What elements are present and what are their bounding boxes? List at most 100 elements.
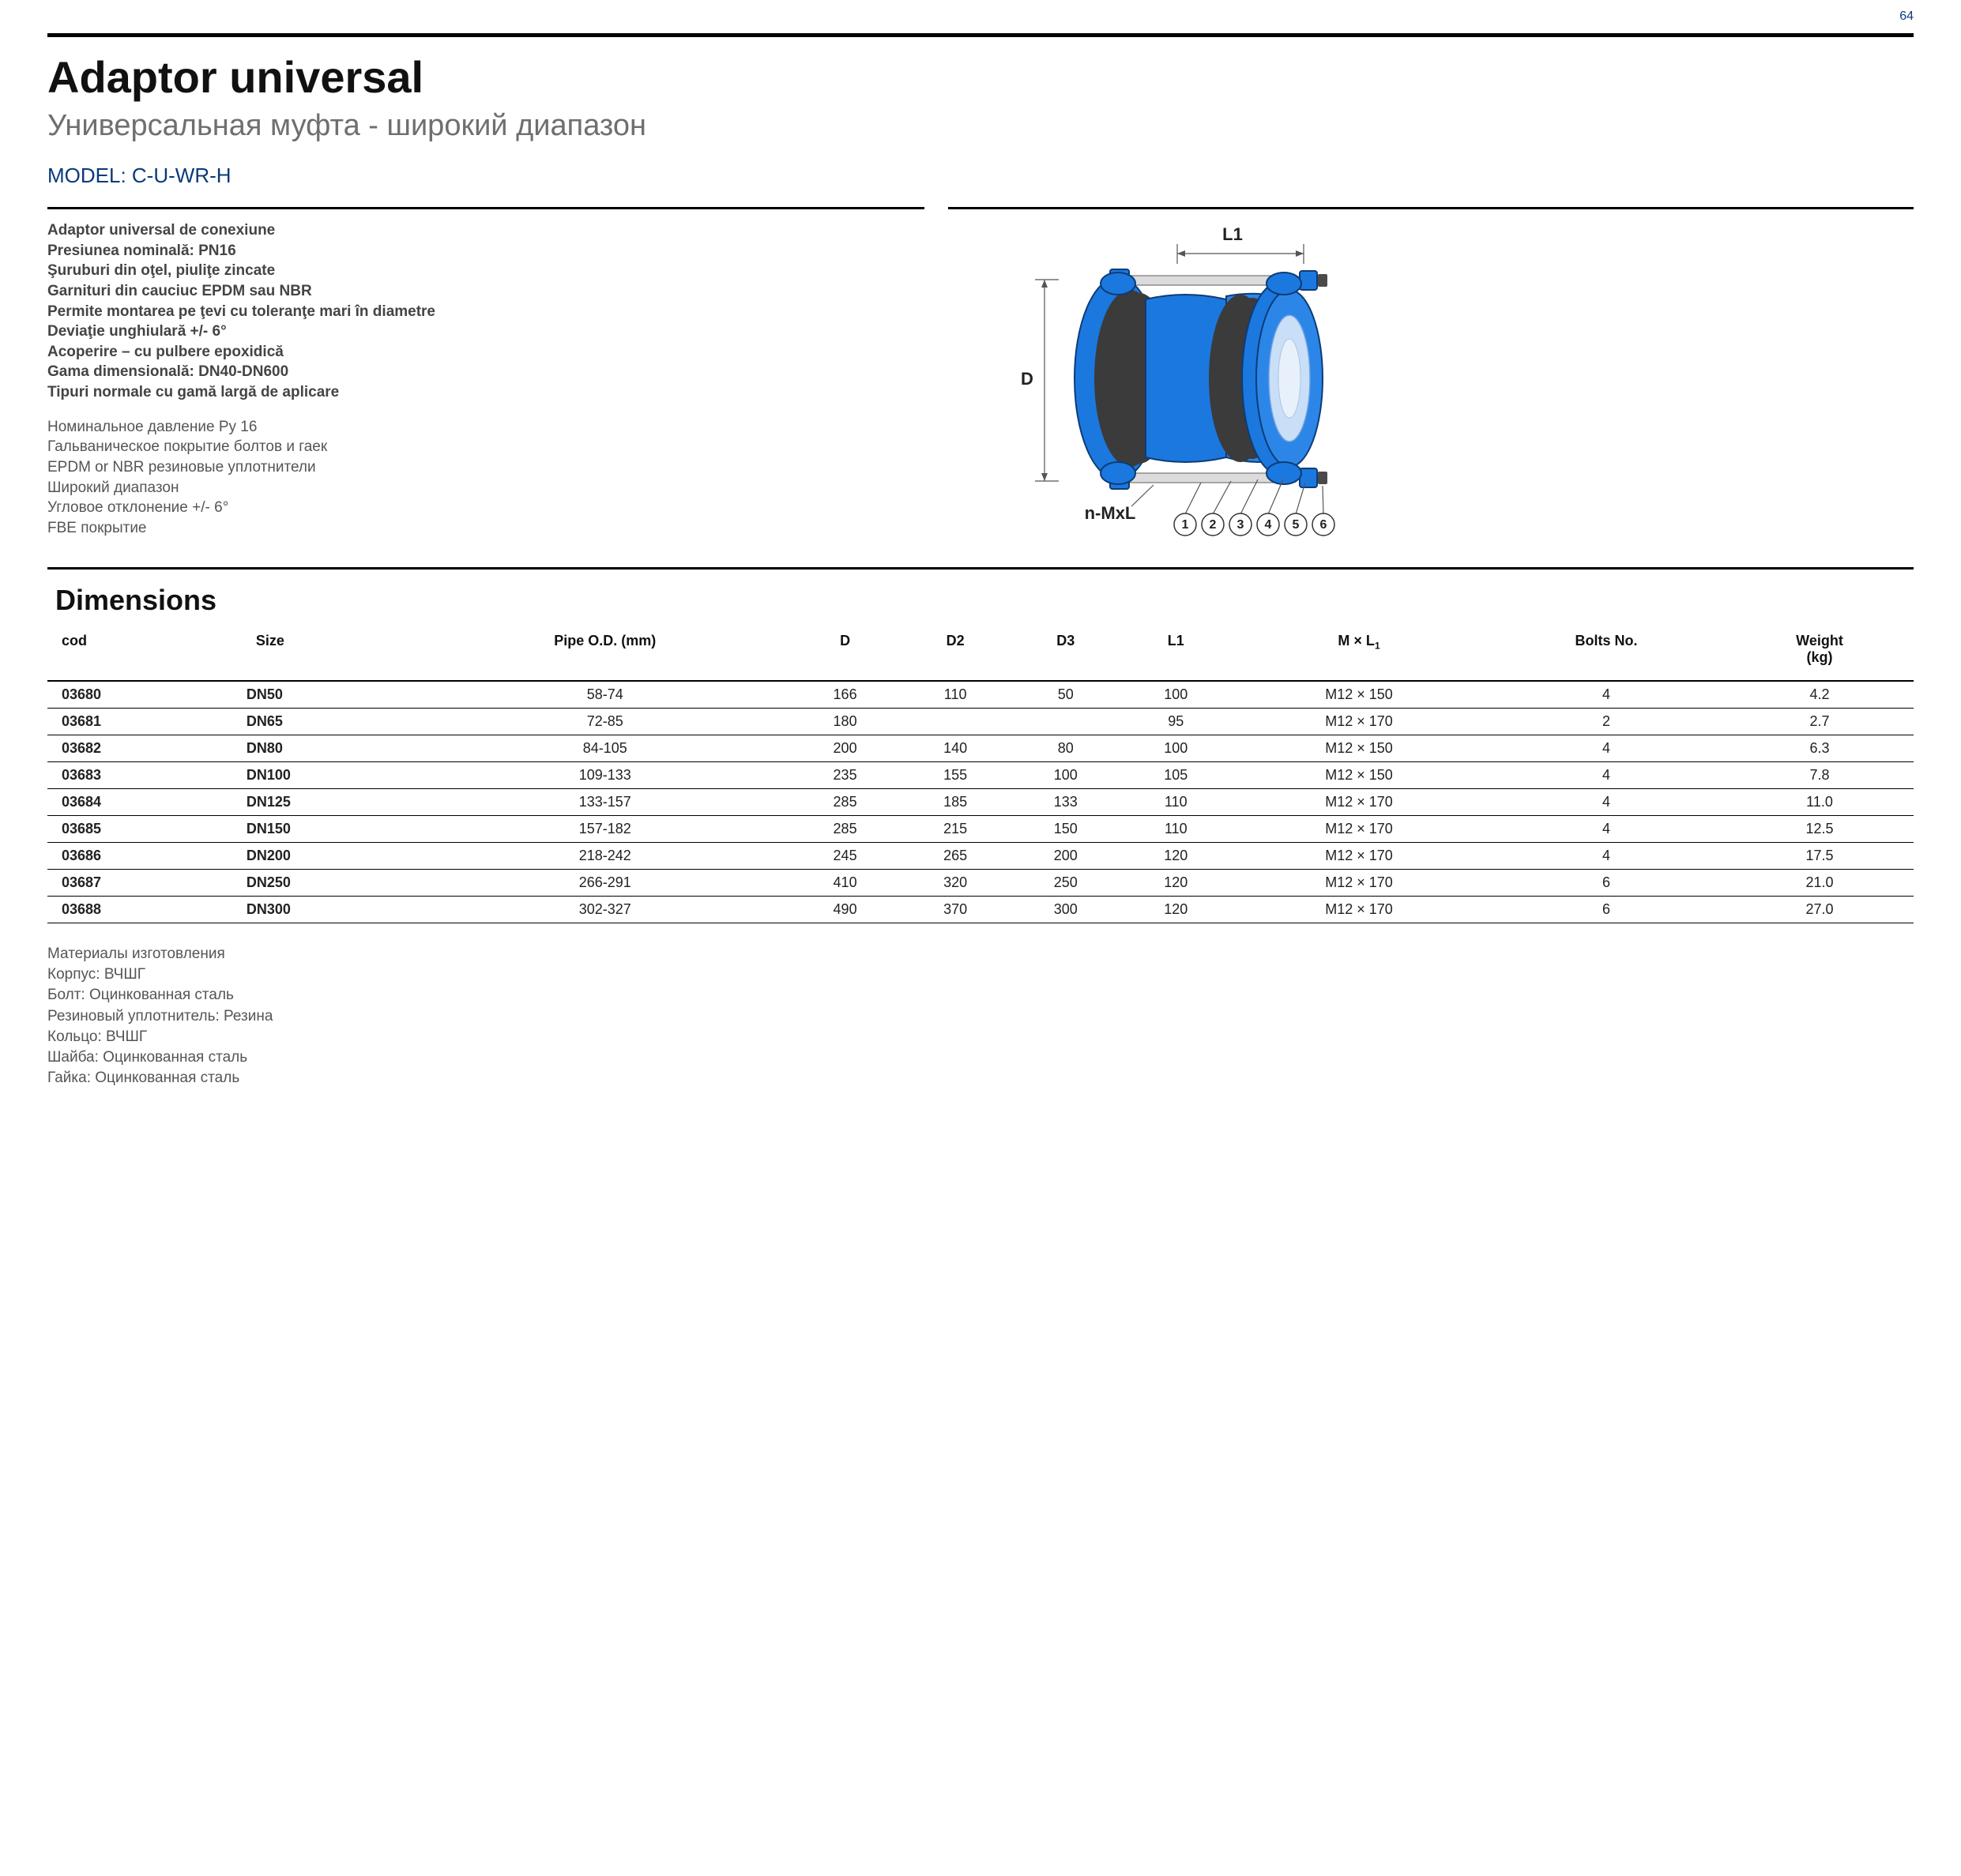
spec-plain-line: FBE покрытие [47,518,924,539]
spec-bold-line: Presiunea nominală: PN16 [47,241,924,261]
table-header: L1 [1121,625,1232,681]
callout-4: 4 [1257,513,1279,536]
table-header: Pipe O.D. (mm) [420,625,790,681]
spec-bold-line: Şuruburi din oţel, piuliţe zincate [47,261,924,281]
table-cell: 285 [790,789,901,816]
spec-plain-line: Угловое отклонение +/- 6° [47,498,924,518]
table-cell: M12 × 150 [1231,681,1487,709]
model-label: MODEL: C-U-WR-H [47,164,1914,188]
table-cell: 302-327 [420,897,790,923]
table-row: 03682DN8084-10520014080100M12 × 15046.3 [47,735,1914,762]
callout-2: 2 [1202,513,1224,536]
table-cell: DN250 [242,870,420,897]
table-cell: 03685 [47,816,242,843]
diagram-label-d: D [1022,369,1034,389]
spec-bold-line: Deviaţie unghiulară +/- 6° [47,321,924,342]
svg-text:2: 2 [1210,518,1217,532]
table-row: 03686DN200218-242245265200120M12 × 17041… [47,843,1914,870]
spec-plain-line: EPDM or NBR резиновые уплотнители [47,457,924,478]
table-cell: 03681 [47,709,242,735]
spec-bold-line: Adaptor universal de conexiune [47,220,924,241]
table-cell: 11.0 [1726,789,1914,816]
table-cell: 12.5 [1726,816,1914,843]
table-cell: 4 [1487,789,1726,816]
table-header: Bolts No. [1487,625,1726,681]
table-cell: 03684 [47,789,242,816]
table-cell: M12 × 170 [1231,709,1487,735]
table-row: 03687DN250266-291410320250120M12 × 17062… [47,870,1914,897]
specs-plain-block: Номинальное давление Ру 16Гальваническое… [47,417,924,539]
right-top-rule [948,207,1914,209]
table-cell: 370 [900,897,1011,923]
table-header: D [790,625,901,681]
table-cell: 250 [1011,870,1121,897]
callout-3: 3 [1229,513,1252,536]
materials-line: Корпус: ВЧШГ [47,964,1914,985]
table-row: 03681DN6572-8518095M12 × 17022.7 [47,709,1914,735]
page-subtitle: Универсальная муфта - широкий диапазон [47,109,1914,143]
table-cell: 120 [1121,843,1232,870]
table-header: cod [47,625,242,681]
table-cell: 50 [1011,681,1121,709]
spec-plain-line: Широкий диапазон [47,478,924,498]
table-cell: 6 [1487,870,1726,897]
table-header: Weight(kg) [1726,625,1914,681]
materials-block: Материалы изготовленияКорпус: ВЧШГБолт: … [47,944,1914,1089]
table-cell: 7.8 [1726,762,1914,789]
materials-line: Кольцо: ВЧШГ [47,1027,1914,1047]
page-number: 64 [47,0,1914,27]
materials-line: Гайка: Оцинкованная сталь [47,1068,1914,1088]
dimensions-heading: Dimensions [55,584,1914,617]
table-cell: 2 [1487,709,1726,735]
table-cell: 80 [1011,735,1121,762]
table-cell: 4.2 [1726,681,1914,709]
table-cell: 410 [790,870,901,897]
table-cell: 110 [1121,789,1232,816]
table-cell: 300 [1011,897,1121,923]
table-cell: DN100 [242,762,420,789]
table-cell: 245 [790,843,901,870]
spec-bold-line: Gama dimensională: DN40-DN600 [47,362,924,382]
spec-bold-line: Acoperire – cu pulbere epoxidică [47,342,924,363]
table-row: 03680DN5058-7416611050100M12 × 15044.2 [47,681,1914,709]
table-cell: 100 [1011,762,1121,789]
table-header: D2 [900,625,1011,681]
table-cell: 6 [1487,897,1726,923]
table-cell: 109-133 [420,762,790,789]
dimensions-table: codSizePipe O.D. (mm)DD2D3L1M × L1Bolts … [47,625,1914,923]
table-cell: 58-74 [420,681,790,709]
table-cell: 03682 [47,735,242,762]
table-cell: 4 [1487,735,1726,762]
table-cell: DN150 [242,816,420,843]
table-header: M × L1 [1231,625,1487,681]
spec-bold-line: Permite montarea pe ţevi cu toleranţe ma… [47,302,924,322]
diagram-label-l1: L1 [1223,224,1244,244]
table-cell: DN125 [242,789,420,816]
table-cell: 4 [1487,762,1726,789]
table-cell: 266-291 [420,870,790,897]
table-cell: 133 [1011,789,1121,816]
svg-text:5: 5 [1293,518,1300,532]
table-cell: DN65 [242,709,420,735]
table-cell: 490 [790,897,901,923]
svg-text:1: 1 [1182,518,1189,532]
table-cell: 166 [790,681,901,709]
table-cell: M12 × 170 [1231,843,1487,870]
table-cell: 110 [1121,816,1232,843]
table-header: D3 [1011,625,1121,681]
table-cell: DN50 [242,681,420,709]
table-cell: 140 [900,735,1011,762]
table-cell: 72-85 [420,709,790,735]
table-cell: 235 [790,762,901,789]
specs-bold-block: Adaptor universal de conexiunePresiunea … [47,220,924,403]
table-cell: 17.5 [1726,843,1914,870]
table-cell: 150 [1011,816,1121,843]
left-top-rule [47,207,924,209]
table-cell: DN300 [242,897,420,923]
table-cell: 100 [1121,735,1232,762]
page-title: Adaptor universal [47,51,1914,103]
table-row: 03688DN300302-327490370300120M12 × 17062… [47,897,1914,923]
spec-plain-line: Номинальное давление Ру 16 [47,417,924,438]
table-cell: 155 [900,762,1011,789]
svg-text:6: 6 [1320,518,1327,532]
